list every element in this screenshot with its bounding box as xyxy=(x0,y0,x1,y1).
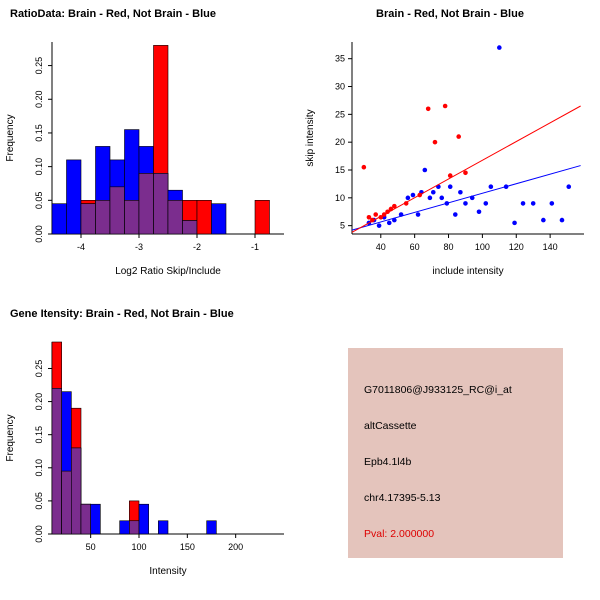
intensity-scatter-title: Brain - Red, Not Brain - Blue xyxy=(376,8,524,20)
svg-text:140: 140 xyxy=(543,242,558,252)
svg-text:100: 100 xyxy=(131,542,146,552)
panel-ratio-histogram: RatioData: Brain - Red, Not Brain - Blue… xyxy=(0,0,300,300)
panel-info: G7011806@J933125_RC@i_at altCassette Epb… xyxy=(300,300,600,600)
svg-text:50: 50 xyxy=(86,542,96,552)
gene-name: Epb4.1l4b xyxy=(364,456,412,468)
svg-text:120: 120 xyxy=(509,242,524,252)
svg-text:0.20: 0.20 xyxy=(34,393,44,411)
svg-text:80: 80 xyxy=(444,242,454,252)
svg-text:150: 150 xyxy=(180,542,195,552)
svg-text:-4: -4 xyxy=(77,242,85,252)
svg-text:20: 20 xyxy=(335,137,345,147)
gene-intensity-histogram-title: Gene Itensity: Brain - Red, Not Brain - … xyxy=(10,308,234,320)
svg-text:0.25: 0.25 xyxy=(34,57,44,75)
svg-text:Frequency: Frequency xyxy=(5,414,16,461)
intensity-scatter-points-not-brain xyxy=(366,45,572,228)
svg-text:40: 40 xyxy=(376,242,386,252)
svg-text:0.05: 0.05 xyxy=(34,492,44,510)
svg-text:Log2 Ratio Skip/Include: Log2 Ratio Skip/Include xyxy=(115,266,221,277)
svg-text:Frequency: Frequency xyxy=(5,114,16,161)
svg-text:200: 200 xyxy=(228,542,243,552)
svg-text:0.20: 0.20 xyxy=(34,90,44,108)
ratio-histogram-axes: -4 -3 -2 -1 0.00 0.05 0.10 0.15 0.20 0.25 Log2 Rat… xyxy=(5,42,284,277)
gene-intensity-histogram-axes: 50 100 150 200 0.00 0.05 0.10 0.15 0.20 0.25 Inten… xyxy=(5,342,284,577)
svg-text:-1: -1 xyxy=(251,242,259,252)
svg-text:15: 15 xyxy=(335,165,345,175)
svg-text:-3: -3 xyxy=(135,242,143,252)
svg-text:Intensity: Intensity xyxy=(149,566,186,577)
svg-text:0.00: 0.00 xyxy=(34,525,44,543)
svg-text:25: 25 xyxy=(335,109,345,119)
svg-text:-2: -2 xyxy=(193,242,201,252)
svg-text:100: 100 xyxy=(475,242,490,252)
svg-text:30: 30 xyxy=(335,82,345,92)
chromosome-location: chr4.17395-5.13 xyxy=(364,492,441,504)
splice-event-type: altCassette xyxy=(364,420,417,432)
intensity-scatter-fitline xyxy=(351,165,581,231)
svg-text:0.10: 0.10 xyxy=(34,158,44,176)
svg-text:5: 5 xyxy=(340,221,345,231)
svg-text:0.05: 0.05 xyxy=(34,192,44,210)
intensity-scatter-fitline xyxy=(351,105,581,233)
svg-text:0.15: 0.15 xyxy=(34,124,44,142)
svg-text:0.10: 0.10 xyxy=(34,459,44,477)
gene-intensity-histogram-bars xyxy=(51,341,217,535)
pval-text: Pval: 2.000000 xyxy=(364,528,435,540)
gene-intensity-histogram-plot: 50 100 150 200 0.00 0.05 0.10 0.15 0.20 0.25 Inten… xyxy=(5,341,284,577)
panel-intensity-scatter: Brain - Red, Not Brain - Blue 40 60 80 100 1… xyxy=(300,0,600,300)
svg-text:10: 10 xyxy=(335,193,345,203)
probe-id: G7011806@J933125_RC@i_at xyxy=(364,384,512,396)
intensity-scatter-axes: 40 60 80 100 120 140 5 10 15 20 25 30 35 include inte… xyxy=(305,42,584,277)
svg-text:skip intensity: skip intensity xyxy=(305,109,316,166)
svg-text:0.00: 0.00 xyxy=(34,225,44,243)
ratio-histogram-title: RatioData: Brain - Red, Not Brain - Blue xyxy=(10,8,216,20)
svg-text:0.15: 0.15 xyxy=(34,426,44,444)
intensity-scatter-plot: 40 60 80 100 120 140 5 10 15 20 25 30 35 include inte… xyxy=(305,42,584,277)
svg-text:60: 60 xyxy=(410,242,420,252)
ratio-histogram-plot: -4 -3 -2 -1 0.00 0.05 0.10 0.15 0.20 0.25 Log2 Rat… xyxy=(5,42,284,277)
intensity-scatter-points-brain xyxy=(361,103,468,223)
panel-gene-intensity-histogram: Gene Itensity: Brain - Red, Not Brain - … xyxy=(0,300,300,600)
svg-text:include intensity: include intensity xyxy=(432,266,503,277)
svg-text:35: 35 xyxy=(335,54,345,64)
ratio-histogram-bars xyxy=(51,45,270,235)
svg-text:0.25: 0.25 xyxy=(34,360,44,378)
info-box: G7011806@J933125_RC@i_at altCassette Epb… xyxy=(348,348,563,558)
